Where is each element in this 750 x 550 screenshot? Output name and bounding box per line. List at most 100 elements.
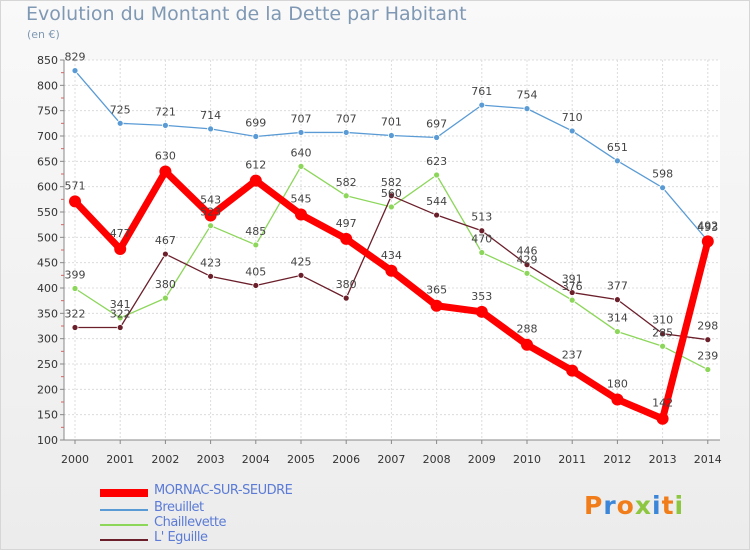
data-point-2 — [704, 366, 712, 373]
data-point-2 — [387, 203, 395, 211]
legend-swatch-chaillevette — [100, 524, 148, 526]
data-point-2 — [297, 162, 305, 170]
data-label-0: 237 — [562, 349, 583, 362]
y-tick-label: 650 — [37, 155, 58, 168]
data-point-2 — [252, 241, 260, 249]
data-label-3: 322 — [110, 308, 131, 321]
legend-swatch-breuillet — [100, 509, 148, 511]
data-label-3: 513 — [471, 211, 492, 224]
y-tick-label: 750 — [37, 105, 58, 118]
data-label-3: 377 — [607, 280, 628, 293]
y-tick-label: 200 — [37, 383, 58, 396]
unit-label: (en €) — [27, 28, 60, 41]
data-label-1: 493 — [697, 221, 718, 234]
plot-area — [64, 60, 720, 440]
y-tick-label: 600 — [37, 181, 58, 194]
data-label-1: 829 — [65, 51, 86, 64]
data-point-3 — [116, 324, 124, 331]
data-label-1: 707 — [336, 112, 357, 125]
data-label-1: 707 — [291, 112, 312, 125]
x-tick-label: 2013 — [649, 453, 677, 466]
y-tick-label: 700 — [37, 130, 58, 143]
data-point-3 — [161, 250, 169, 258]
data-point-2 — [207, 222, 215, 230]
data-label-0: 571 — [65, 179, 86, 192]
data-point-3 — [387, 192, 395, 200]
data-point-1 — [207, 125, 215, 133]
data-label-2: 239 — [697, 350, 718, 363]
logo-letter: i — [652, 491, 662, 520]
data-label-0: 543 — [200, 194, 221, 207]
data-point-1 — [71, 67, 79, 75]
data-label-1: 701 — [381, 115, 402, 128]
data-point-0 — [340, 232, 353, 245]
legend-swatch-mornac — [100, 489, 148, 497]
data-point-3 — [342, 294, 350, 302]
data-point-0 — [249, 174, 262, 187]
x-tick-label: 2006 — [332, 453, 360, 466]
y-tick-label: 350 — [37, 307, 58, 320]
y-tick-label: 250 — [37, 358, 58, 371]
data-point-2 — [116, 314, 124, 322]
data-label-3: 582 — [381, 176, 402, 189]
y-tick-label: 100 — [37, 434, 58, 447]
data-label-2: 429 — [517, 253, 538, 266]
data-point-0 — [204, 209, 217, 222]
data-label-1: 721 — [155, 105, 176, 118]
data-label-2: 560 — [381, 187, 402, 200]
data-point-1 — [433, 134, 441, 141]
data-label-2: 314 — [607, 312, 628, 325]
data-point-1 — [342, 129, 350, 136]
data-label-2: 623 — [426, 155, 447, 168]
data-point-3 — [523, 261, 531, 269]
data-point-3 — [704, 336, 712, 344]
data-label-2: 341 — [110, 298, 131, 311]
legend-label-eguille: L' Eguille — [154, 530, 208, 545]
data-label-1: 697 — [426, 118, 447, 131]
data-point-0 — [656, 412, 669, 425]
data-label-1: 754 — [517, 89, 538, 102]
data-point-2 — [433, 171, 441, 179]
data-label-1: 761 — [471, 85, 492, 98]
data-point-0 — [385, 264, 398, 277]
data-label-0: 492 — [697, 219, 718, 232]
data-point-0 — [114, 242, 127, 255]
data-label-0: 288 — [517, 323, 538, 336]
data-point-2 — [342, 192, 350, 200]
x-tick-label: 2002 — [151, 453, 179, 466]
logo-letter: o — [616, 491, 635, 520]
data-label-2: 376 — [562, 280, 583, 293]
y-tick-label: 450 — [37, 257, 58, 270]
x-tick-label: 2014 — [694, 453, 722, 466]
data-label-1: 598 — [652, 168, 673, 181]
y-tick-label: 800 — [37, 79, 58, 92]
data-point-3 — [433, 211, 441, 219]
data-label-0: 497 — [336, 217, 357, 230]
proxiti-logo[interactable]: Proxiti — [584, 491, 684, 520]
data-label-0: 353 — [471, 290, 492, 303]
data-point-1 — [161, 121, 169, 129]
data-point-1 — [297, 129, 305, 136]
logo-letter: t — [661, 491, 675, 520]
data-point-1 — [659, 184, 666, 192]
logo-letter: r — [603, 491, 617, 520]
legend-label-breuillet: Breuillet — [154, 500, 204, 515]
data-label-2: 582 — [336, 176, 357, 189]
data-point-2 — [478, 249, 486, 256]
data-point-0 — [475, 305, 488, 318]
data-label-3: 380 — [336, 278, 357, 291]
data-point-2 — [614, 328, 621, 335]
data-point-3 — [252, 282, 260, 289]
data-label-0: 180 — [607, 377, 628, 390]
data-point-0 — [521, 338, 533, 351]
data-point-0 — [159, 165, 172, 178]
x-tick-label: 2007 — [377, 453, 405, 466]
x-tick-label: 2011 — [558, 453, 586, 466]
data-label-3: 391 — [562, 273, 583, 286]
x-tick-label: 2008 — [423, 453, 451, 466]
data-point-0 — [701, 235, 714, 248]
data-label-3: 405 — [245, 265, 266, 278]
data-label-0: 477 — [110, 227, 131, 240]
x-tick-label: 2010 — [513, 453, 541, 466]
